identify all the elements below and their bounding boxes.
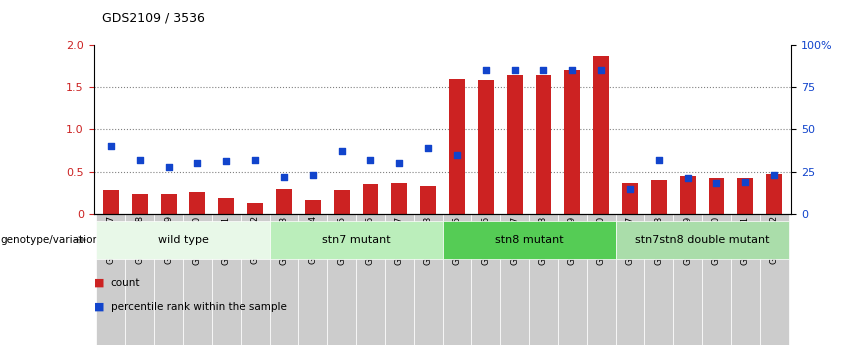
Bar xyxy=(731,214,760,345)
Bar xyxy=(506,75,523,214)
Bar xyxy=(385,214,414,345)
Point xyxy=(652,157,665,162)
Bar xyxy=(651,180,666,214)
Text: stn8 mutant: stn8 mutant xyxy=(494,235,563,245)
Point xyxy=(421,145,435,151)
Point xyxy=(768,172,781,178)
Point xyxy=(681,176,694,181)
Point xyxy=(191,160,204,166)
Bar xyxy=(247,203,263,214)
Bar xyxy=(449,79,465,214)
Bar xyxy=(125,214,154,345)
Bar xyxy=(586,214,615,345)
Point xyxy=(277,174,291,179)
Bar xyxy=(737,178,753,214)
Bar xyxy=(478,80,494,214)
Bar xyxy=(132,194,148,214)
Bar xyxy=(443,214,471,345)
Point xyxy=(450,152,464,157)
Text: percentile rank within the sample: percentile rank within the sample xyxy=(111,302,287,312)
Bar xyxy=(363,184,379,214)
Bar xyxy=(212,214,241,345)
Point xyxy=(334,149,348,154)
Point xyxy=(220,159,233,164)
Point xyxy=(710,181,723,186)
Point xyxy=(623,186,637,191)
Bar xyxy=(680,176,695,214)
Bar xyxy=(154,214,183,345)
Text: GDS2109 / 3536: GDS2109 / 3536 xyxy=(102,11,205,24)
Text: stn7 mutant: stn7 mutant xyxy=(322,235,391,245)
Bar xyxy=(535,75,551,214)
Bar xyxy=(420,186,436,214)
Bar xyxy=(190,192,205,214)
Point xyxy=(508,67,522,73)
Bar xyxy=(558,214,586,345)
Point xyxy=(537,67,551,73)
Bar xyxy=(276,188,292,214)
Bar xyxy=(760,214,789,345)
Bar xyxy=(183,214,212,345)
Point xyxy=(594,67,608,73)
Text: genotype/variation: genotype/variation xyxy=(0,235,99,245)
Bar xyxy=(766,174,782,214)
Bar xyxy=(564,70,580,214)
Bar xyxy=(622,183,638,214)
Bar xyxy=(529,214,558,345)
Point xyxy=(392,160,406,166)
Bar xyxy=(615,214,644,345)
Bar xyxy=(644,214,673,345)
Bar xyxy=(219,198,234,214)
Point xyxy=(479,67,493,73)
Text: stn7stn8 double mutant: stn7stn8 double mutant xyxy=(635,235,769,245)
Bar xyxy=(241,214,270,345)
Point xyxy=(306,172,320,178)
Point xyxy=(162,164,175,169)
Text: count: count xyxy=(111,278,140,288)
Bar xyxy=(593,56,609,214)
Bar xyxy=(500,214,529,345)
Point xyxy=(363,157,377,162)
Bar xyxy=(305,200,321,214)
Bar xyxy=(673,214,702,345)
Point xyxy=(739,179,752,185)
Point xyxy=(104,144,117,149)
Bar xyxy=(161,194,176,214)
Text: ■: ■ xyxy=(94,278,104,288)
Text: wild type: wild type xyxy=(157,235,208,245)
Bar xyxy=(356,214,385,345)
Point xyxy=(565,67,579,73)
Bar xyxy=(471,214,500,345)
Bar xyxy=(299,214,327,345)
Bar xyxy=(327,214,356,345)
Bar xyxy=(270,214,299,345)
Bar xyxy=(334,190,350,214)
Bar xyxy=(103,190,119,214)
Bar xyxy=(96,214,125,345)
Text: ■: ■ xyxy=(94,302,104,312)
Bar xyxy=(702,214,731,345)
Bar xyxy=(391,184,407,214)
Point xyxy=(248,157,262,162)
Point xyxy=(133,157,146,162)
Bar xyxy=(414,214,443,345)
Bar xyxy=(709,178,724,214)
